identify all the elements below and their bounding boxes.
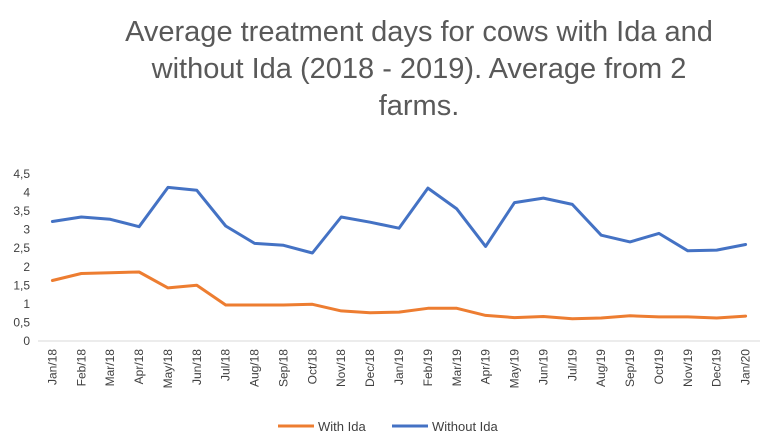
x-tick-label: May/19 [508, 349, 522, 389]
x-tick-label: Nov/18 [334, 349, 348, 387]
series-lines [50, 185, 748, 321]
series-line-without-ida [50, 185, 748, 255]
x-tick-label: Sep/19 [623, 349, 637, 387]
y-tick-label: 2 [23, 260, 30, 274]
x-tick-label: Nov/19 [681, 349, 695, 387]
x-axis-tick-labels: Jan/18 Feb/18 Mar/18 Apr/18 May/18 Jun/18 Jul/… [45, 349, 752, 389]
series-line-with-ida [50, 270, 748, 321]
y-tick-label: 4,5 [13, 167, 30, 181]
x-tick-label: May/18 [161, 349, 175, 389]
y-tick-label: 4 [23, 186, 30, 200]
x-tick-label: Apr/19 [479, 349, 493, 385]
x-tick-label: Jun/19 [536, 349, 550, 385]
y-axis-tick-labels: 0 0,5 1 1,5 2 2,5 3 3,5 4 4,5 [13, 167, 30, 348]
x-tick-label: Jan/20 [739, 349, 753, 385]
x-tick-label: Jan/19 [392, 349, 406, 385]
x-tick-label: Sep/18 [276, 349, 290, 387]
chart-title: Average treatment days for cows with Ida… [0, 14, 768, 125]
x-tick-label: Feb/19 [421, 349, 435, 387]
x-tick-label: Jul/18 [219, 349, 233, 381]
y-tick-label: 3,5 [13, 204, 30, 218]
y-tick-label: 1,5 [13, 278, 30, 292]
x-tick-label: Apr/18 [132, 349, 146, 385]
x-tick-label: Aug/19 [594, 349, 608, 387]
x-tick-label: Jul/19 [565, 349, 579, 381]
x-tick-label: Jan/18 [45, 349, 59, 385]
x-tick-label: Dec/19 [710, 349, 724, 387]
legend-label-with-ida: With Ida [318, 419, 366, 434]
x-tick-label: Mar/19 [450, 349, 464, 387]
x-tick-label: Jun/18 [190, 349, 204, 385]
x-tick-label: Mar/18 [103, 349, 117, 387]
y-tick-label: 3 [23, 223, 30, 237]
x-tick-label: Oct/19 [652, 349, 666, 385]
y-tick-label: 0 [23, 334, 30, 348]
y-tick-label: 1 [23, 297, 30, 311]
x-tick-label: Oct/18 [305, 349, 319, 385]
x-tick-label: Feb/18 [74, 349, 88, 387]
y-tick-label: 0,5 [13, 315, 30, 329]
chart-title-text: Average treatment days for cows with Ida… [125, 16, 713, 122]
x-tick-label: Dec/18 [363, 349, 377, 387]
legend-label-without-ida: Without Ida [432, 419, 499, 434]
legend: With Ida Without Ida [278, 419, 499, 434]
x-tick-label: Aug/18 [248, 349, 262, 387]
y-tick-label: 2,5 [13, 241, 30, 255]
